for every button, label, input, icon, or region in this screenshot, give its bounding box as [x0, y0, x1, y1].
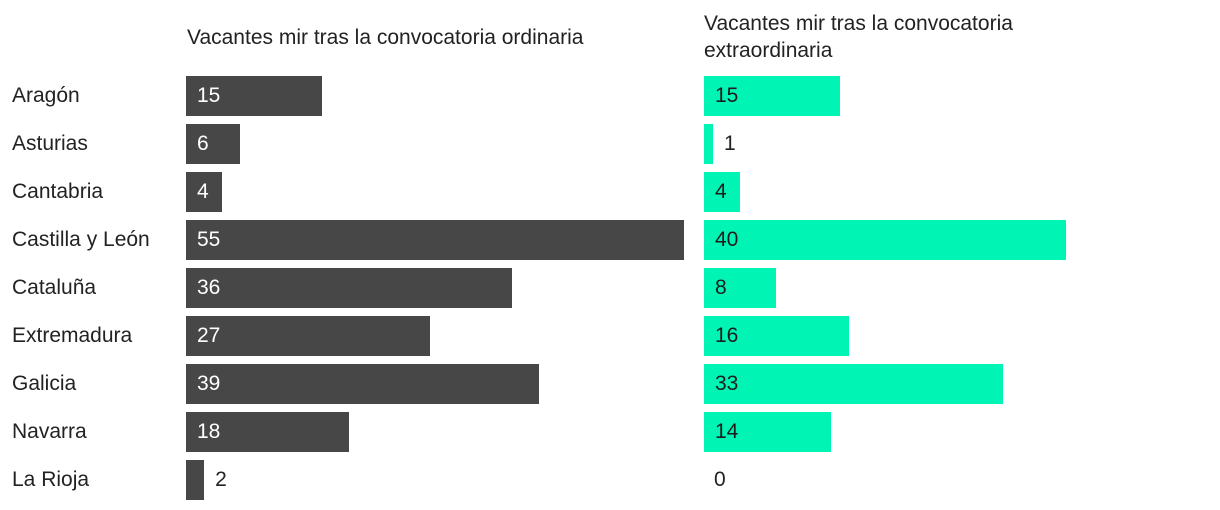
- bar-extraordinaria: [704, 220, 1066, 260]
- value-label-extraordinaria: 33: [715, 372, 739, 395]
- value-label-ordinaria: 18: [197, 420, 221, 443]
- value-label-extraordinaria: 1: [724, 132, 736, 155]
- value-label-ordinaria: 36: [197, 276, 221, 299]
- value-label-ordinaria: 4: [197, 180, 209, 203]
- bar-ordinaria: [186, 412, 349, 452]
- bar-ordinaria: [186, 460, 205, 500]
- value-label-extraordinaria: 8: [715, 276, 727, 299]
- bar-ordinaria: [186, 76, 322, 116]
- series-title-ordinaria: Vacantes mir tras la convocatoria ordina…: [187, 26, 584, 49]
- category-label: Cataluña: [12, 276, 97, 299]
- category-label: La Rioja: [12, 468, 90, 491]
- bar-ordinaria: [186, 124, 241, 164]
- value-label-extraordinaria: 15: [715, 84, 739, 107]
- bar-extraordinaria: [704, 124, 714, 164]
- value-label-ordinaria: 6: [197, 132, 209, 155]
- bar-ordinaria: [186, 172, 223, 212]
- bar-extraordinaria: [704, 364, 1003, 404]
- bar-extraordinaria: [704, 412, 831, 452]
- category-label: Cantabria: [12, 180, 104, 203]
- bar-extraordinaria: [704, 172, 741, 212]
- bar-ordinaria: [186, 364, 539, 404]
- value-label-extraordinaria: 4: [715, 180, 727, 203]
- value-label-ordinaria: 15: [197, 84, 221, 107]
- value-label-extraordinaria: 14: [715, 420, 739, 443]
- bar-extraordinaria: [704, 316, 849, 356]
- bar-ordinaria: [186, 268, 512, 308]
- category-label: Extremadura: [12, 324, 133, 347]
- bar-extraordinaria: [704, 76, 840, 116]
- value-label-ordinaria: 55: [197, 228, 221, 251]
- category-label: Navarra: [12, 420, 87, 443]
- value-label-extraordinaria: 16: [715, 324, 739, 347]
- bar-extraordinaria: [704, 268, 777, 308]
- category-label: Aragón: [12, 84, 80, 107]
- series-title-extraordinaria: Vacantes mir tras la convocatoria extrao…: [704, 12, 1013, 62]
- category-label: Asturias: [12, 132, 88, 155]
- value-label-ordinaria: 2: [215, 468, 227, 491]
- bar-ordinaria: [186, 220, 684, 260]
- category-label: Castilla y León: [12, 228, 150, 251]
- category-label: Galicia: [12, 372, 77, 395]
- value-label-ordinaria: 39: [197, 372, 221, 395]
- value-label-ordinaria: 27: [197, 324, 221, 347]
- bar-ordinaria: [186, 316, 431, 356]
- value-label-extraordinaria: 40: [715, 228, 739, 251]
- value-label-extraordinaria: 0: [714, 468, 726, 491]
